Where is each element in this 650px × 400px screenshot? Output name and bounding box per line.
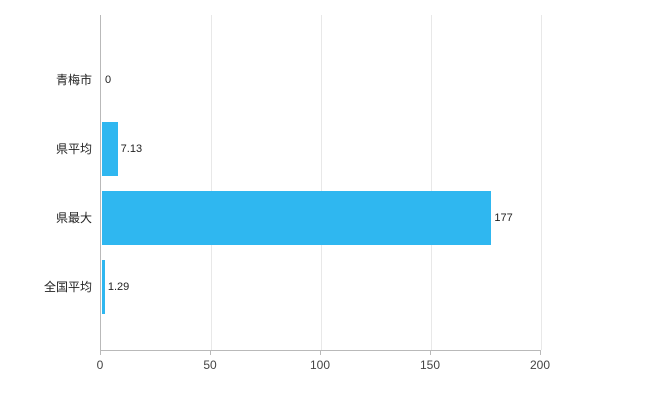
bar-value-label: 1.29 — [107, 280, 130, 293]
bar-value-label: 0 — [105, 73, 112, 86]
x-tick-label: 150 — [419, 358, 441, 372]
bar-value-label: 7.13 — [120, 142, 143, 155]
x-tick-label: 50 — [203, 358, 217, 372]
x-tick-mark — [540, 351, 541, 355]
bar-value-label: 177 — [494, 211, 513, 224]
x-tick-label: 100 — [309, 358, 331, 372]
gridline — [541, 15, 542, 350]
x-tick-label: 0 — [96, 358, 104, 372]
gridline — [211, 15, 212, 350]
x-tick-label: 200 — [529, 358, 551, 372]
gridline — [321, 15, 322, 350]
category-label: 県平均 — [55, 141, 92, 156]
x-tick-mark — [320, 351, 321, 355]
category-label: 県最大 — [55, 210, 92, 225]
x-tick-mark — [210, 351, 211, 355]
bar — [102, 121, 118, 176]
x-tick-mark — [100, 351, 101, 355]
category-label: 青梅市 — [55, 72, 92, 87]
bar — [102, 190, 492, 245]
bar — [102, 259, 105, 314]
gridline — [431, 15, 432, 350]
category-label: 全国平均 — [43, 279, 92, 294]
plot-area: 0 7.13 177 1.29 — [100, 15, 542, 351]
x-tick-mark — [430, 351, 431, 355]
